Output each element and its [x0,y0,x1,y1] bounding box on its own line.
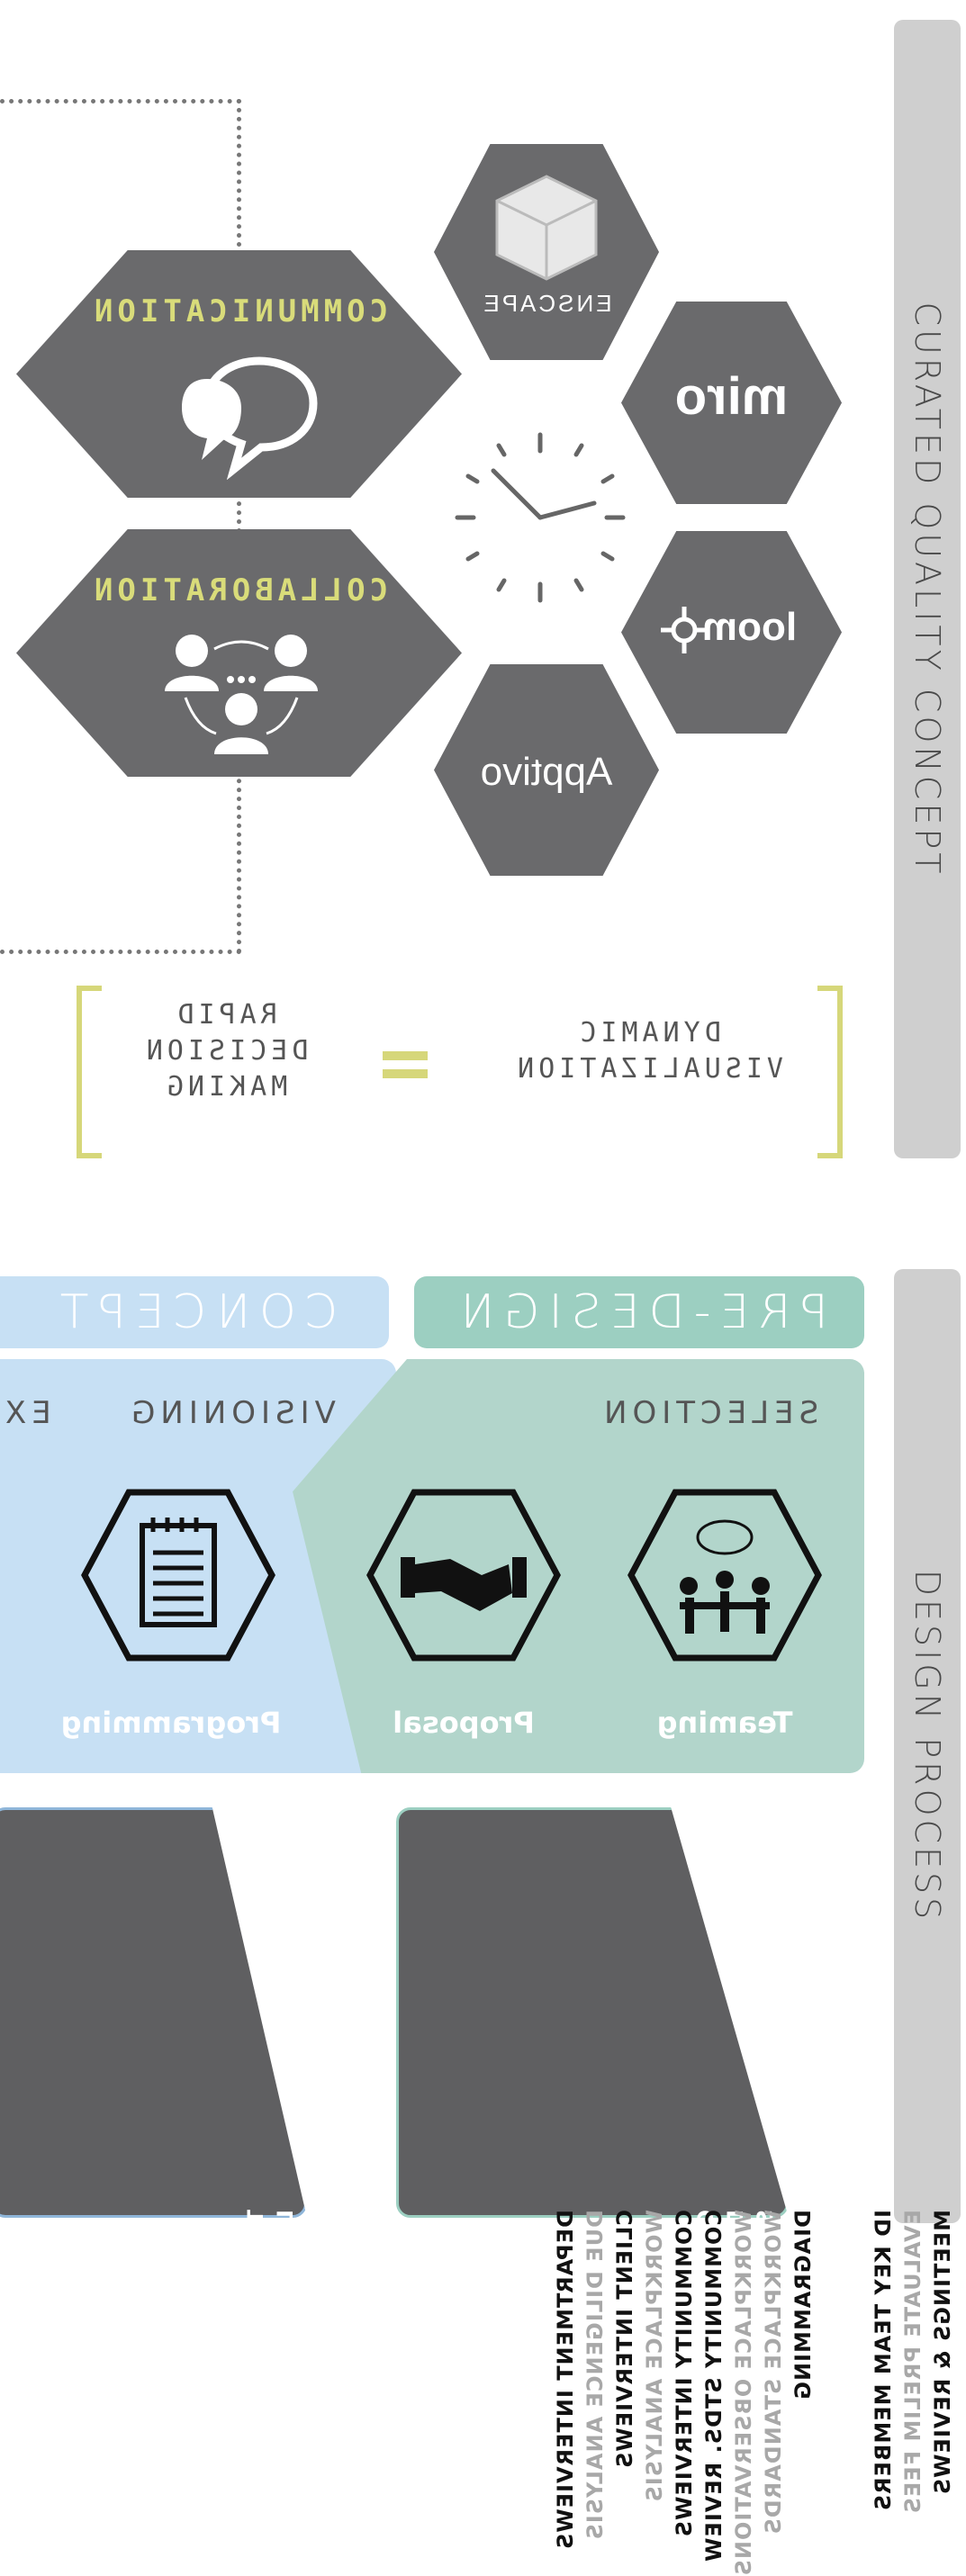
stage-exploration: EX [0,1395,51,1431]
task-item: DEPARTMENT INTERVIEWS [553,2210,578,2551]
programming-notepad-icon [81,1489,275,1662]
collaboration-hex: COLLABORATION [16,529,462,777]
equals-sign [383,1051,428,1078]
step-teaming: Teaming [656,1706,793,1740]
concept-header: CONCEPT [0,1276,389,1348]
connector-line-bottom [0,950,241,954]
step-programming: Programming [60,1706,282,1740]
curated-concept-title: CURATED QUALITY CONCEPT [907,302,947,877]
stage-visioning: VISIONING [126,1395,336,1431]
loom-label: loom [701,605,798,649]
connector-line-top [0,99,241,104]
communication-label: COMMUNICATION [89,293,389,329]
task-item: LOOK & FEEL [273,2210,298,2378]
rapid-decision-making: RAPID DECISION MAKING [113,997,338,1105]
pre-design-header: PRE-DESIGN [414,1276,864,1348]
task-item: MEETINGS & REVIEWS [930,2210,955,2496]
task-item: CLIENT INTERVIEWS [612,2210,637,2469]
step-proposal: Proposal [393,1706,535,1740]
left-bracket [77,986,102,1158]
pre-design-panel [293,1359,864,1773]
task-item: STORYBOARDING [302,2210,328,2431]
teaming-meeting-icon [627,1489,822,1662]
right-bracket [817,986,843,1158]
visioning-task-box [0,1807,307,2218]
task-item: WORKPLACE ANALYSIS [642,2210,667,2503]
apptivo-hex: Apptivo [434,664,659,876]
pre-design-label: PRE-DESIGN [450,1285,828,1339]
task-item: DIAGRAMMING [790,2210,816,2400]
enscape-label: ENSCAPE [481,290,612,317]
task-list-visioning-outside: DEPARTMENT INTERVIEWS DUE DILIGENCE ANAL… [551,2210,818,2576]
task-item: DUE DILIGENCE ANALYSIS [582,2210,608,2541]
enscape-cube-icon [495,175,598,281]
stage-selection: SELECTION [599,1395,819,1431]
design-process-bar: DESIGN PROCESS [894,1269,961,2223]
loom-hex: loom [621,531,842,734]
communication-hex: COMMUNICATION [16,250,462,498]
eq-left-line-1: RAPID [173,999,277,1031]
task-item: WORKPLACE OBSERVATIONS [731,2210,756,2576]
team-people-icon [165,635,318,754]
dynamic-visualization: DYNAMIC VISUALIZATION [459,1015,837,1087]
task-item: TEST FITTING [243,2210,268,2385]
eq-left-line-3: MAKING [162,1071,288,1103]
collaboration-label: COLLABORATION [89,572,389,608]
eq-left-line-2: DECISION [141,1035,309,1067]
task-item: EVALUATE PRELIM FEES [900,2210,925,2515]
selection-task-box [396,1807,789,2218]
apptivo-label: Apptivo [480,750,613,794]
enscape-hex: ENSCAPE [434,144,659,360]
eq-right-line-1: DYNAMIC [575,1017,721,1049]
task-item: ID KEY TEAM MEMBERS [871,2210,896,2512]
task-item: COMMUNITY STDS. REVIEW [701,2210,727,2562]
clock-icon [455,432,626,603]
miro-label: miro [674,367,789,426]
task-item: COMMUNITY INTERVIEWS [672,2210,697,2538]
connector-line-vertical [237,99,241,954]
curated-concept-bar: CURATED QUALITY CONCEPT [894,20,961,1158]
concept-label: CONCEPT [50,1285,339,1339]
task-item: CARTOON SETS [332,2210,357,2407]
miro-hex: miro [621,302,842,504]
loom-logo-icon [661,607,708,653]
chat-bubbles-icon [182,356,318,480]
eq-right-line-2: VISUALIZATION [513,1053,783,1085]
design-process-title: DESIGN PROCESS [907,1569,947,1923]
task-item: CONSENSUS [362,2210,387,2367]
task-list-selection-outside: ID KEY TEAM MEMBERS EVALUATE PRELIM FEES… [869,2210,958,2514]
proposal-handshake-icon [366,1489,561,1662]
task-item: WORKPLACE STANDARDS [761,2210,786,2535]
task-list-visioning-box: TEST FITTING LOOK & FEEL STORYBOARDING C… [241,2210,390,2430]
